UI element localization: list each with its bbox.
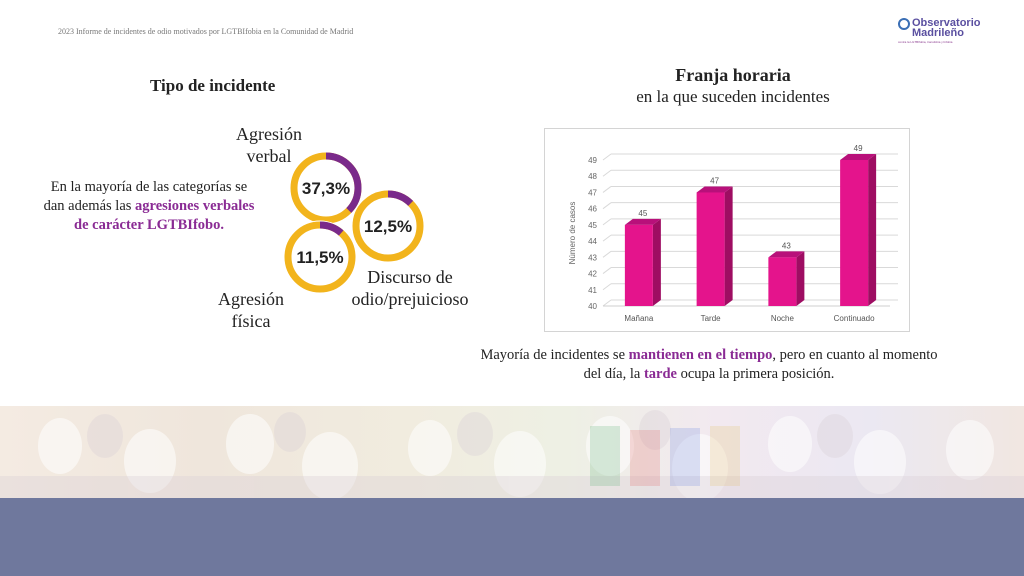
data-label: 47 [710,176,719,185]
bar-2: 43 Noche [768,241,805,323]
gridline-diagonal [602,186,612,193]
donut-percentage: 37,3% [302,179,350,198]
logo: Observatorio Madrileño contra la LGTBIfo… [898,16,994,48]
bar-front [768,257,797,306]
bar-top [696,186,733,193]
data-label: 49 [854,144,863,153]
bar-1: 47 Tarde [696,176,733,323]
bar-front [696,192,725,306]
donut-bg [351,189,425,263]
time-slot-title: Franja horaria [675,65,791,85]
bar-front [840,160,869,306]
bar-3: 49 Continuado [834,144,877,323]
x-tick-label: Mañana [624,314,653,323]
donut-fisica: 11,5% [283,220,357,294]
logo-name: Observatorio Madrileño [912,17,981,39]
label-hate-speech: Discurso de odio/prejuicioso [351,267,469,309]
x-tick-label: Noche [771,314,795,323]
description-highlight: agresiones verbales de carácter LGTBIfob… [74,198,255,233]
bar-0: 45 Mañana [624,209,661,323]
incident-type-title: Tipo de incidente [150,76,276,95]
label-verbal-aggression: Agresión verbal [236,124,302,166]
caption-part-3: ocupa la primera posición. [676,366,835,382]
bar-front [624,224,653,306]
incident-type-description: En la mayoría de las categorías se dan a… [42,178,256,235]
donut-verbal: 37,3% [289,151,363,225]
bar-chart-svg: 40 41 42 43 44 45 46 47 48 49 Número de casos 45 Mañ… [568,144,898,323]
donut-arc [284,221,356,293]
bar-top [624,218,661,225]
caption-highlight-1: mantienen en el tiempo [628,347,773,363]
crowd-silhouettes [0,410,1024,498]
caption-highlight-2: tarde [643,366,677,382]
time-slot-chart: 40 41 42 43 44 45 46 47 48 49 Número de casos 45 Mañ… [544,128,910,332]
y-tick-label: 42 [588,270,597,279]
bar-top [840,154,877,160]
donut-bg [283,220,357,294]
y-tick-label: 44 [588,237,597,246]
x-tick-label: Tarde [701,314,722,323]
bar-side [652,218,661,306]
x-tick-label: Continuado [834,314,875,323]
y-axis-label: Número de casos [568,202,577,265]
bar-top [768,251,805,258]
caption-part-1: Mayoría de incidentes se [480,347,629,363]
caption-part-2: , pero en cuanto al momento del día, la [583,347,938,382]
gridline-diagonal [602,153,612,161]
y-tick-label: 40 [588,302,597,311]
bar-side [724,186,733,306]
logo-subtitle: contra la LGTBIfobia, transfobia y bifob… [898,40,953,44]
gridline-diagonal [602,169,612,177]
gridline-diagonal [602,202,612,210]
y-tick-label: 45 [588,221,597,230]
y-tick-label: 46 [588,205,597,214]
donut-percentage: 12,5% [364,217,412,236]
y-tick-label: 48 [588,172,597,181]
bar-side [868,154,877,306]
data-label: 43 [782,241,791,250]
description-plain: En la mayoría de las categorías se dan a… [43,179,248,214]
gridline-diagonal [602,267,612,274]
gridline-diagonal [602,299,612,307]
footer-band [0,498,1024,576]
gridline-diagonal [602,283,612,291]
report-title: 2023 Informe de incidentes de odio motiv… [58,27,354,36]
bar-side [796,251,805,306]
data-label: 45 [638,209,647,218]
time-slot-heading: Franja horaria en la que suceden inciden… [600,64,866,108]
chart-caption: Mayoría de incidentes se mantienen en el… [478,346,940,384]
y-tick-label: 47 [588,188,597,197]
y-tick-label: 49 [588,156,597,165]
y-tick-label: 41 [588,286,597,295]
donut-discurso: 12,5% [351,189,425,263]
donut-arc [290,152,362,224]
label-physical-aggression: Agresión física [218,289,284,331]
y-tick-label: 43 [588,253,597,262]
crowd-background-image [0,406,1024,498]
donut-percentage: 11,5% [296,248,343,267]
globe-icon [898,18,910,30]
gridline-diagonal [602,234,612,242]
time-slot-subtitle: en la que suceden incidentes [636,87,830,106]
donut-arc [352,190,424,262]
gridline-diagonal [602,250,612,258]
gridline-diagonal [602,218,612,226]
donut-bg [289,151,363,225]
